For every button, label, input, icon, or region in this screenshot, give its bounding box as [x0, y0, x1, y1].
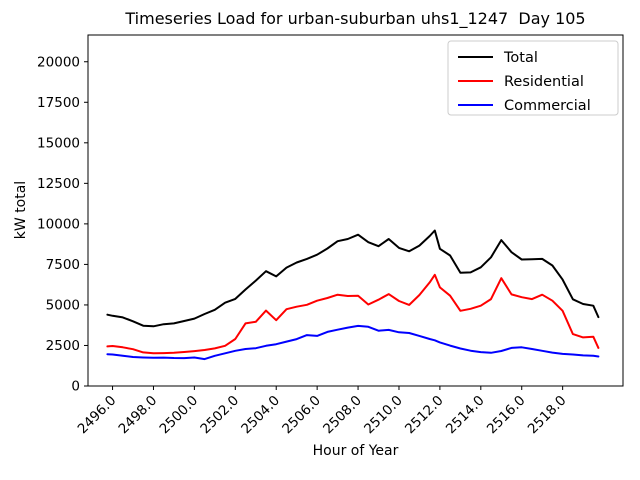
x-tick-label: 2508.0: [320, 393, 365, 438]
legend-label-residential: Residential: [504, 74, 584, 90]
y-tick-label: 2500: [46, 338, 80, 354]
series-line-commercial: [106, 324, 600, 361]
legend-box: [447, 40, 619, 116]
chart-title: Timeseries Load for urban-suburban uhs1_…: [125, 9, 586, 28]
x-axis-label: Hour of Year: [312, 443, 399, 459]
y-tick-label: 17500: [37, 95, 80, 111]
x-tick-label: 2514.0: [443, 393, 488, 438]
x-tick-label: 2506.0: [279, 393, 324, 438]
y-tick-label: 12500: [37, 176, 80, 192]
y-axis-label: kW total: [13, 180, 29, 240]
x-tick-label: 2496.0: [75, 393, 120, 438]
x-tick-label: 2502.0: [197, 393, 242, 438]
x-tick-label: 2512.0: [402, 393, 447, 438]
series-line-residential: [106, 273, 600, 355]
y-tick-label: 7500: [46, 257, 80, 273]
x-tick-label: 2510.0: [361, 393, 406, 438]
x-tick-label: 2504.0: [238, 393, 283, 438]
x-tick-label: 2518.0: [525, 393, 570, 438]
x-tick-label: 2498.0: [116, 393, 161, 438]
y-tick-label: 15000: [37, 135, 80, 151]
x-tick-label: 2516.0: [484, 393, 529, 438]
series-line-total: [106, 229, 600, 328]
y-tick-label: 10000: [37, 216, 80, 232]
x-tick-label: 2500.0: [156, 393, 201, 438]
legend-label-total: Total: [503, 50, 538, 66]
y-tick-label: 20000: [37, 54, 80, 70]
y-tick-label: 0: [71, 379, 80, 395]
legend-label-commercial: Commercial: [504, 98, 591, 114]
y-tick-label: 5000: [46, 297, 80, 313]
axes-frame: [87, 34, 624, 387]
